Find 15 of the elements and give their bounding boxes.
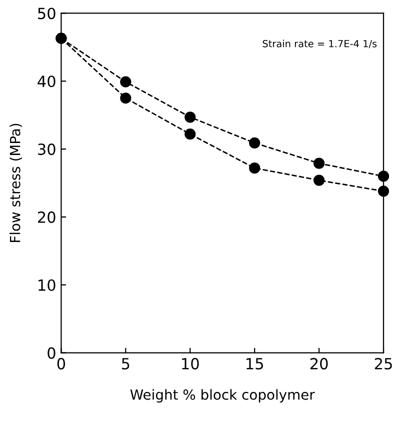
x-tick-label: 5 bbox=[122, 358, 130, 370]
x-axis-title: Weight % block copolymer bbox=[130, 389, 315, 403]
y-tick-label: 30 bbox=[38, 144, 56, 156]
annotation: Strain rate = 1.7E-4 1/s bbox=[262, 40, 377, 48]
y-tick-label: 10 bbox=[38, 279, 56, 291]
x-tick-label: 25 bbox=[374, 358, 392, 370]
x-tick-label: 10 bbox=[182, 358, 199, 370]
y-tick-label: 0 bbox=[48, 347, 56, 359]
y-tick-label: 40 bbox=[38, 76, 56, 88]
x-tick-label: 15 bbox=[246, 358, 263, 370]
y-tick-label: 50 bbox=[38, 8, 56, 20]
y-tick-label: 20 bbox=[38, 211, 56, 223]
x-tick-label: 20 bbox=[310, 358, 328, 370]
y-axis-title: Flow stress (MPa) bbox=[10, 124, 22, 242]
x-tick-label: 0 bbox=[57, 358, 66, 370]
